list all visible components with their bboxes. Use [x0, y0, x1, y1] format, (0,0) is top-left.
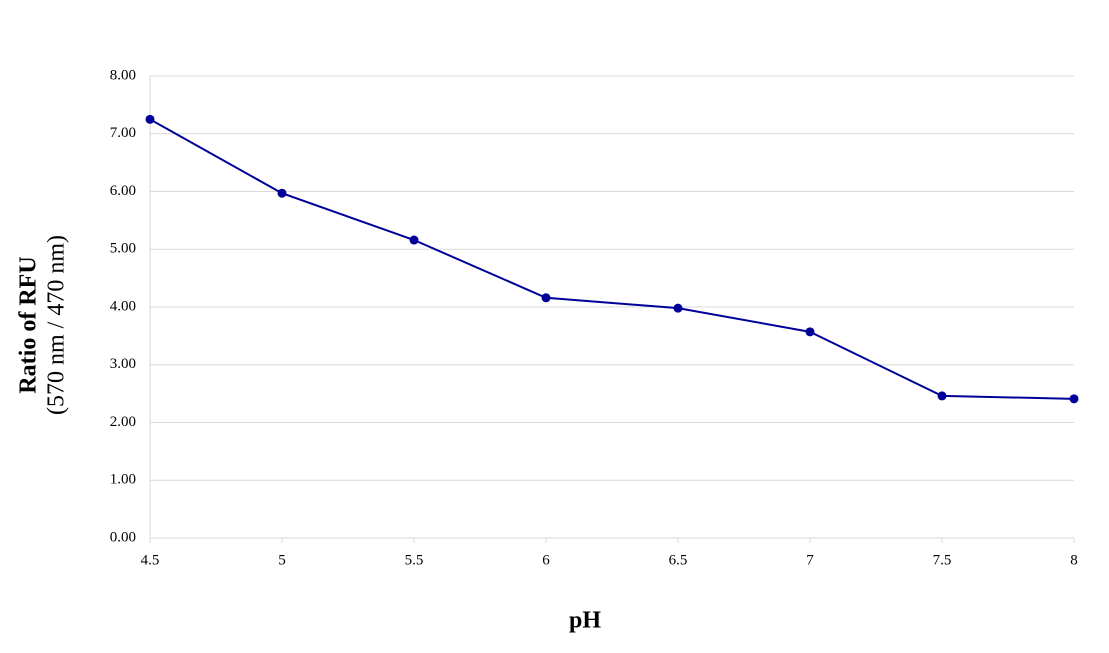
x-tick-label: 4.5	[141, 552, 160, 568]
y-tick-label: 0.00	[110, 529, 136, 545]
y-axis-label: (570 nm / 470 nm)	[44, 235, 70, 415]
y-tick-label: 1.00	[110, 472, 136, 488]
y-tick-label: 8.00	[110, 67, 136, 83]
data-line	[149, 118, 1075, 400]
data-point	[937, 391, 947, 401]
data-point	[277, 188, 287, 198]
data-point	[805, 327, 815, 337]
x-tick-label: 5.5	[405, 552, 424, 568]
x-tick-label: 8	[1070, 552, 1078, 568]
data-point	[1069, 394, 1079, 404]
y-tick-label: 2.00	[110, 414, 136, 430]
y-tick-label: 6.00	[110, 183, 136, 199]
y-tick-label: 4.00	[110, 298, 136, 314]
y-tick-label: 7.00	[110, 125, 136, 141]
x-tick-label: 6.5	[669, 552, 688, 568]
data-point	[145, 114, 155, 124]
x-axis-label: pH	[569, 608, 601, 634]
x-tick-label: 7	[806, 552, 814, 568]
y-tick-label: 3.00	[110, 356, 136, 372]
data-point	[409, 235, 419, 245]
y-tick-label: 5.00	[110, 241, 136, 257]
x-tick-label: 5	[278, 552, 286, 568]
data-point	[541, 293, 551, 303]
y-axis-label: Ratio of RFU	[16, 256, 42, 393]
x-tick-label: 7.5	[933, 552, 952, 568]
data-point	[673, 303, 683, 313]
y-axis-label-group: Ratio of RFU (570 nm / 470 nm)	[16, 235, 70, 415]
x-tick-label: 6	[542, 552, 550, 568]
